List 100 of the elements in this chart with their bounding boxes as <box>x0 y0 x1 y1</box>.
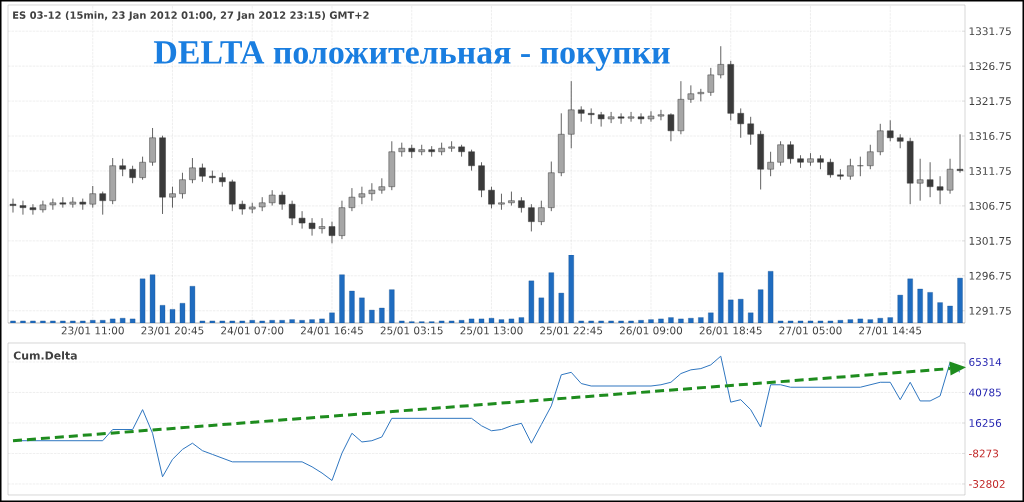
y-tick-label: -32802 <box>969 480 1005 488</box>
bar <box>10 320 16 323</box>
bar <box>917 288 923 323</box>
candlestick <box>99 191 106 216</box>
y-tick-label: 1291.75 <box>969 306 1011 315</box>
bar <box>20 320 26 323</box>
candlestick <box>956 133 964 174</box>
bar <box>728 299 734 323</box>
bar <box>359 297 365 323</box>
candlestick <box>398 142 406 158</box>
bar <box>229 320 235 323</box>
bar <box>169 309 176 323</box>
y-tick-label: 16256 <box>969 419 1002 427</box>
bar <box>758 289 764 323</box>
bar <box>249 320 255 323</box>
y-tick-label: 1301.75 <box>969 236 1011 245</box>
bar <box>478 318 485 323</box>
candlestick <box>697 88 705 102</box>
bar <box>648 319 654 323</box>
candlestick <box>867 144 874 170</box>
candlestick <box>926 161 934 198</box>
bar <box>199 320 206 323</box>
x-tick-label: 24/01 07:00 <box>221 326 284 336</box>
bar <box>289 319 295 323</box>
candlestick <box>857 156 864 177</box>
x-tick-label: 27/01 14:45 <box>859 326 922 336</box>
candlestick <box>837 168 844 181</box>
bar <box>209 320 216 323</box>
x-tick-label: 25/01 13:00 <box>460 326 523 336</box>
candlestick <box>139 156 146 181</box>
bar <box>149 274 156 323</box>
candlestick <box>428 145 435 158</box>
bar <box>548 272 554 323</box>
candlestick <box>448 140 455 153</box>
x-tick-label: 26/01 18:45 <box>699 326 762 336</box>
candlestick <box>59 196 67 209</box>
candlestick <box>647 110 655 123</box>
y-tick-label: 1326.75 <box>969 62 1011 71</box>
bar <box>299 320 305 323</box>
bar <box>60 320 66 323</box>
bar <box>279 320 285 323</box>
bar <box>30 320 36 323</box>
candlestick <box>827 158 834 179</box>
bar <box>787 320 794 323</box>
candlestick <box>89 185 96 209</box>
candlestick <box>747 116 754 146</box>
bar <box>319 318 325 323</box>
bar <box>738 299 744 323</box>
bar <box>588 320 594 323</box>
candlestick <box>29 203 37 216</box>
candlestick <box>777 140 784 167</box>
bar <box>857 318 863 323</box>
candlestick <box>368 182 376 202</box>
bar <box>269 320 275 323</box>
candlestick <box>528 203 535 232</box>
candlestick <box>189 157 196 184</box>
x-tick-label: 24/01 16:45 <box>300 326 363 336</box>
text: DELTA положительная - покупки <box>153 41 670 71</box>
bar <box>468 318 475 323</box>
x-tick-label: 25/01 22:45 <box>540 326 603 336</box>
candlestick <box>229 179 236 212</box>
y-tick-label: 1321.75 <box>969 97 1011 106</box>
bar <box>658 318 664 323</box>
bar <box>100 320 106 323</box>
bar <box>628 320 634 323</box>
bar <box>568 254 574 323</box>
bar <box>538 297 544 323</box>
candlestick <box>358 186 366 205</box>
bar <box>369 309 375 323</box>
bar <box>817 320 824 323</box>
bar <box>518 317 525 323</box>
candlestick <box>687 84 695 104</box>
candlestick <box>847 158 854 181</box>
bar <box>827 320 834 323</box>
bar <box>80 320 86 323</box>
bar <box>508 318 515 323</box>
bar <box>847 319 854 323</box>
candlestick <box>49 198 57 211</box>
bar <box>937 302 943 323</box>
bar <box>718 272 724 323</box>
bar <box>498 319 505 323</box>
candlestick <box>737 108 744 139</box>
y-tick-label: 1331.75 <box>969 27 1011 36</box>
text: ES 03-12 (15min, 23 Jan 2012 01:00, 27 Jan 2012 23:15) GMT+2 <box>13 11 369 21</box>
bar <box>159 305 166 323</box>
candlestick <box>39 200 47 213</box>
candlestick <box>577 105 585 123</box>
candlestick <box>707 67 715 97</box>
bar <box>688 318 694 323</box>
bar <box>897 294 903 323</box>
candlestick <box>179 172 186 199</box>
candlestick <box>488 186 495 209</box>
bar <box>488 318 495 323</box>
bar <box>907 278 913 323</box>
bar <box>528 280 535 323</box>
candlestick <box>946 158 954 195</box>
candlestick <box>308 217 316 237</box>
bar <box>389 289 395 323</box>
bar <box>179 303 186 323</box>
bar <box>219 320 225 323</box>
